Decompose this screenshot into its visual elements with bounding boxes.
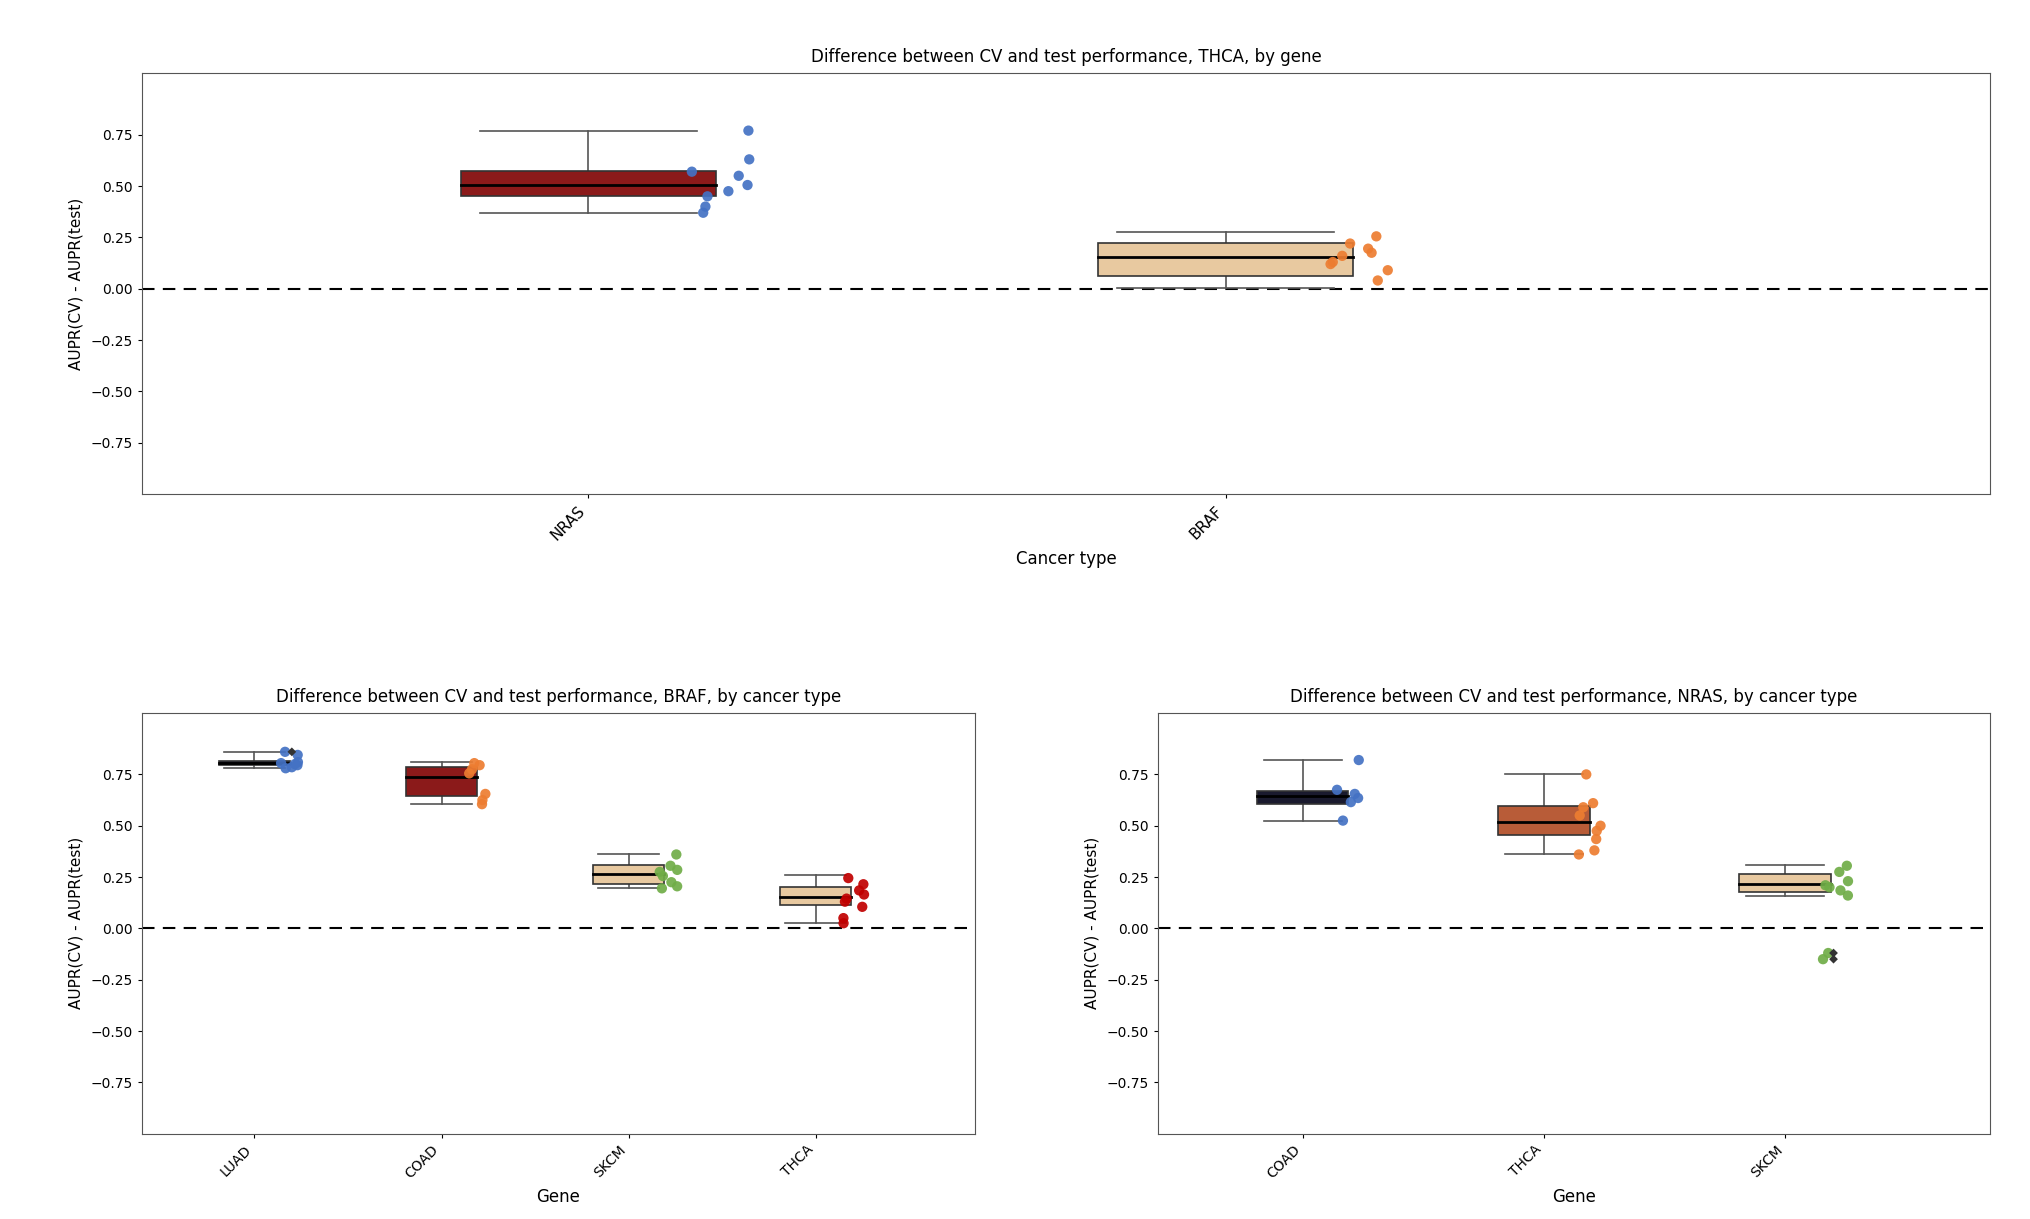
Point <box>1579 822 1612 841</box>
Title: Difference between CV and test performance, THCA, by gene: Difference between CV and test performan… <box>810 48 1322 66</box>
Point <box>676 162 708 182</box>
Point <box>453 763 485 783</box>
Point <box>733 150 765 169</box>
Point <box>1817 950 1849 969</box>
Bar <box>1498 806 1589 835</box>
Point <box>1370 261 1403 280</box>
Point <box>1817 944 1849 963</box>
X-axis label: Gene: Gene <box>536 1189 581 1207</box>
Point <box>1583 816 1616 835</box>
Point <box>646 879 678 898</box>
Point <box>1823 880 1855 900</box>
Bar <box>1098 243 1352 277</box>
Y-axis label: AUPR(CV) - AUPR(test): AUPR(CV) - AUPR(test) <box>69 197 83 369</box>
Point <box>1813 878 1845 897</box>
Point <box>826 913 859 933</box>
Y-axis label: AUPR(CV) - AUPR(test): AUPR(CV) - AUPR(test) <box>1084 837 1098 1009</box>
Point <box>1326 246 1358 266</box>
Point <box>1809 875 1841 895</box>
Point <box>1831 872 1864 891</box>
Bar <box>219 761 290 766</box>
X-axis label: Gene: Gene <box>1551 1189 1596 1207</box>
Bar <box>406 767 477 796</box>
Point <box>1807 950 1839 969</box>
Point <box>465 795 497 814</box>
Point <box>276 757 309 777</box>
Point <box>723 166 755 185</box>
Point <box>830 889 863 908</box>
Point <box>278 755 311 774</box>
Point <box>1829 856 1862 875</box>
Point <box>1831 886 1864 906</box>
Point <box>842 880 875 900</box>
Point <box>713 182 745 201</box>
Bar <box>461 171 715 196</box>
Point <box>688 196 721 216</box>
Point <box>1334 792 1366 812</box>
Point <box>1360 227 1393 246</box>
Point <box>646 867 678 886</box>
Point <box>469 784 501 803</box>
Title: Difference between CV and test performance, NRAS, by cancer type: Difference between CV and test performan… <box>1289 688 1857 706</box>
Point <box>1575 794 1608 813</box>
Point <box>828 892 861 912</box>
Point <box>276 742 309 762</box>
Point <box>847 885 879 904</box>
Point <box>832 868 865 887</box>
Point <box>1354 243 1386 262</box>
Point <box>280 756 313 775</box>
X-axis label: Cancer type: Cancer type <box>1015 550 1116 568</box>
Point <box>1811 944 1843 963</box>
Point <box>1320 780 1352 800</box>
Point <box>455 759 487 779</box>
Point <box>1334 234 1366 254</box>
Point <box>1579 829 1612 848</box>
Point <box>690 187 723 206</box>
Point <box>1569 764 1602 784</box>
Point <box>1313 255 1346 274</box>
Bar <box>780 887 851 904</box>
Point <box>660 845 692 864</box>
Point <box>1360 271 1393 290</box>
Title: Difference between CV and test performance, BRAF, by cancer type: Difference between CV and test performan… <box>276 688 840 706</box>
Bar <box>593 864 664 884</box>
Point <box>268 742 300 762</box>
Point <box>1577 841 1610 861</box>
Point <box>270 758 302 778</box>
Point <box>1352 239 1384 258</box>
Point <box>847 874 879 894</box>
Bar <box>1257 791 1348 805</box>
Point <box>282 752 315 772</box>
Bar <box>1738 874 1831 892</box>
Point <box>686 204 719 223</box>
Point <box>1326 811 1358 830</box>
Point <box>1561 845 1594 864</box>
Point <box>1342 750 1374 769</box>
Point <box>1315 252 1348 272</box>
Point <box>731 176 763 195</box>
Point <box>731 121 763 140</box>
Point <box>654 856 686 875</box>
Point <box>656 873 688 892</box>
Point <box>459 753 491 773</box>
Point <box>1342 789 1374 808</box>
Point <box>660 876 692 896</box>
Point <box>1338 784 1370 803</box>
Y-axis label: AUPR(CV) - AUPR(test): AUPR(CV) - AUPR(test) <box>69 837 83 1009</box>
Point <box>644 862 676 881</box>
Point <box>467 790 499 809</box>
Point <box>1563 806 1596 825</box>
Point <box>1823 862 1855 881</box>
Point <box>463 756 495 775</box>
Point <box>282 745 315 764</box>
Point <box>264 753 296 773</box>
Point <box>847 897 879 917</box>
Point <box>660 861 692 880</box>
Point <box>826 908 859 928</box>
Point <box>1567 797 1600 817</box>
